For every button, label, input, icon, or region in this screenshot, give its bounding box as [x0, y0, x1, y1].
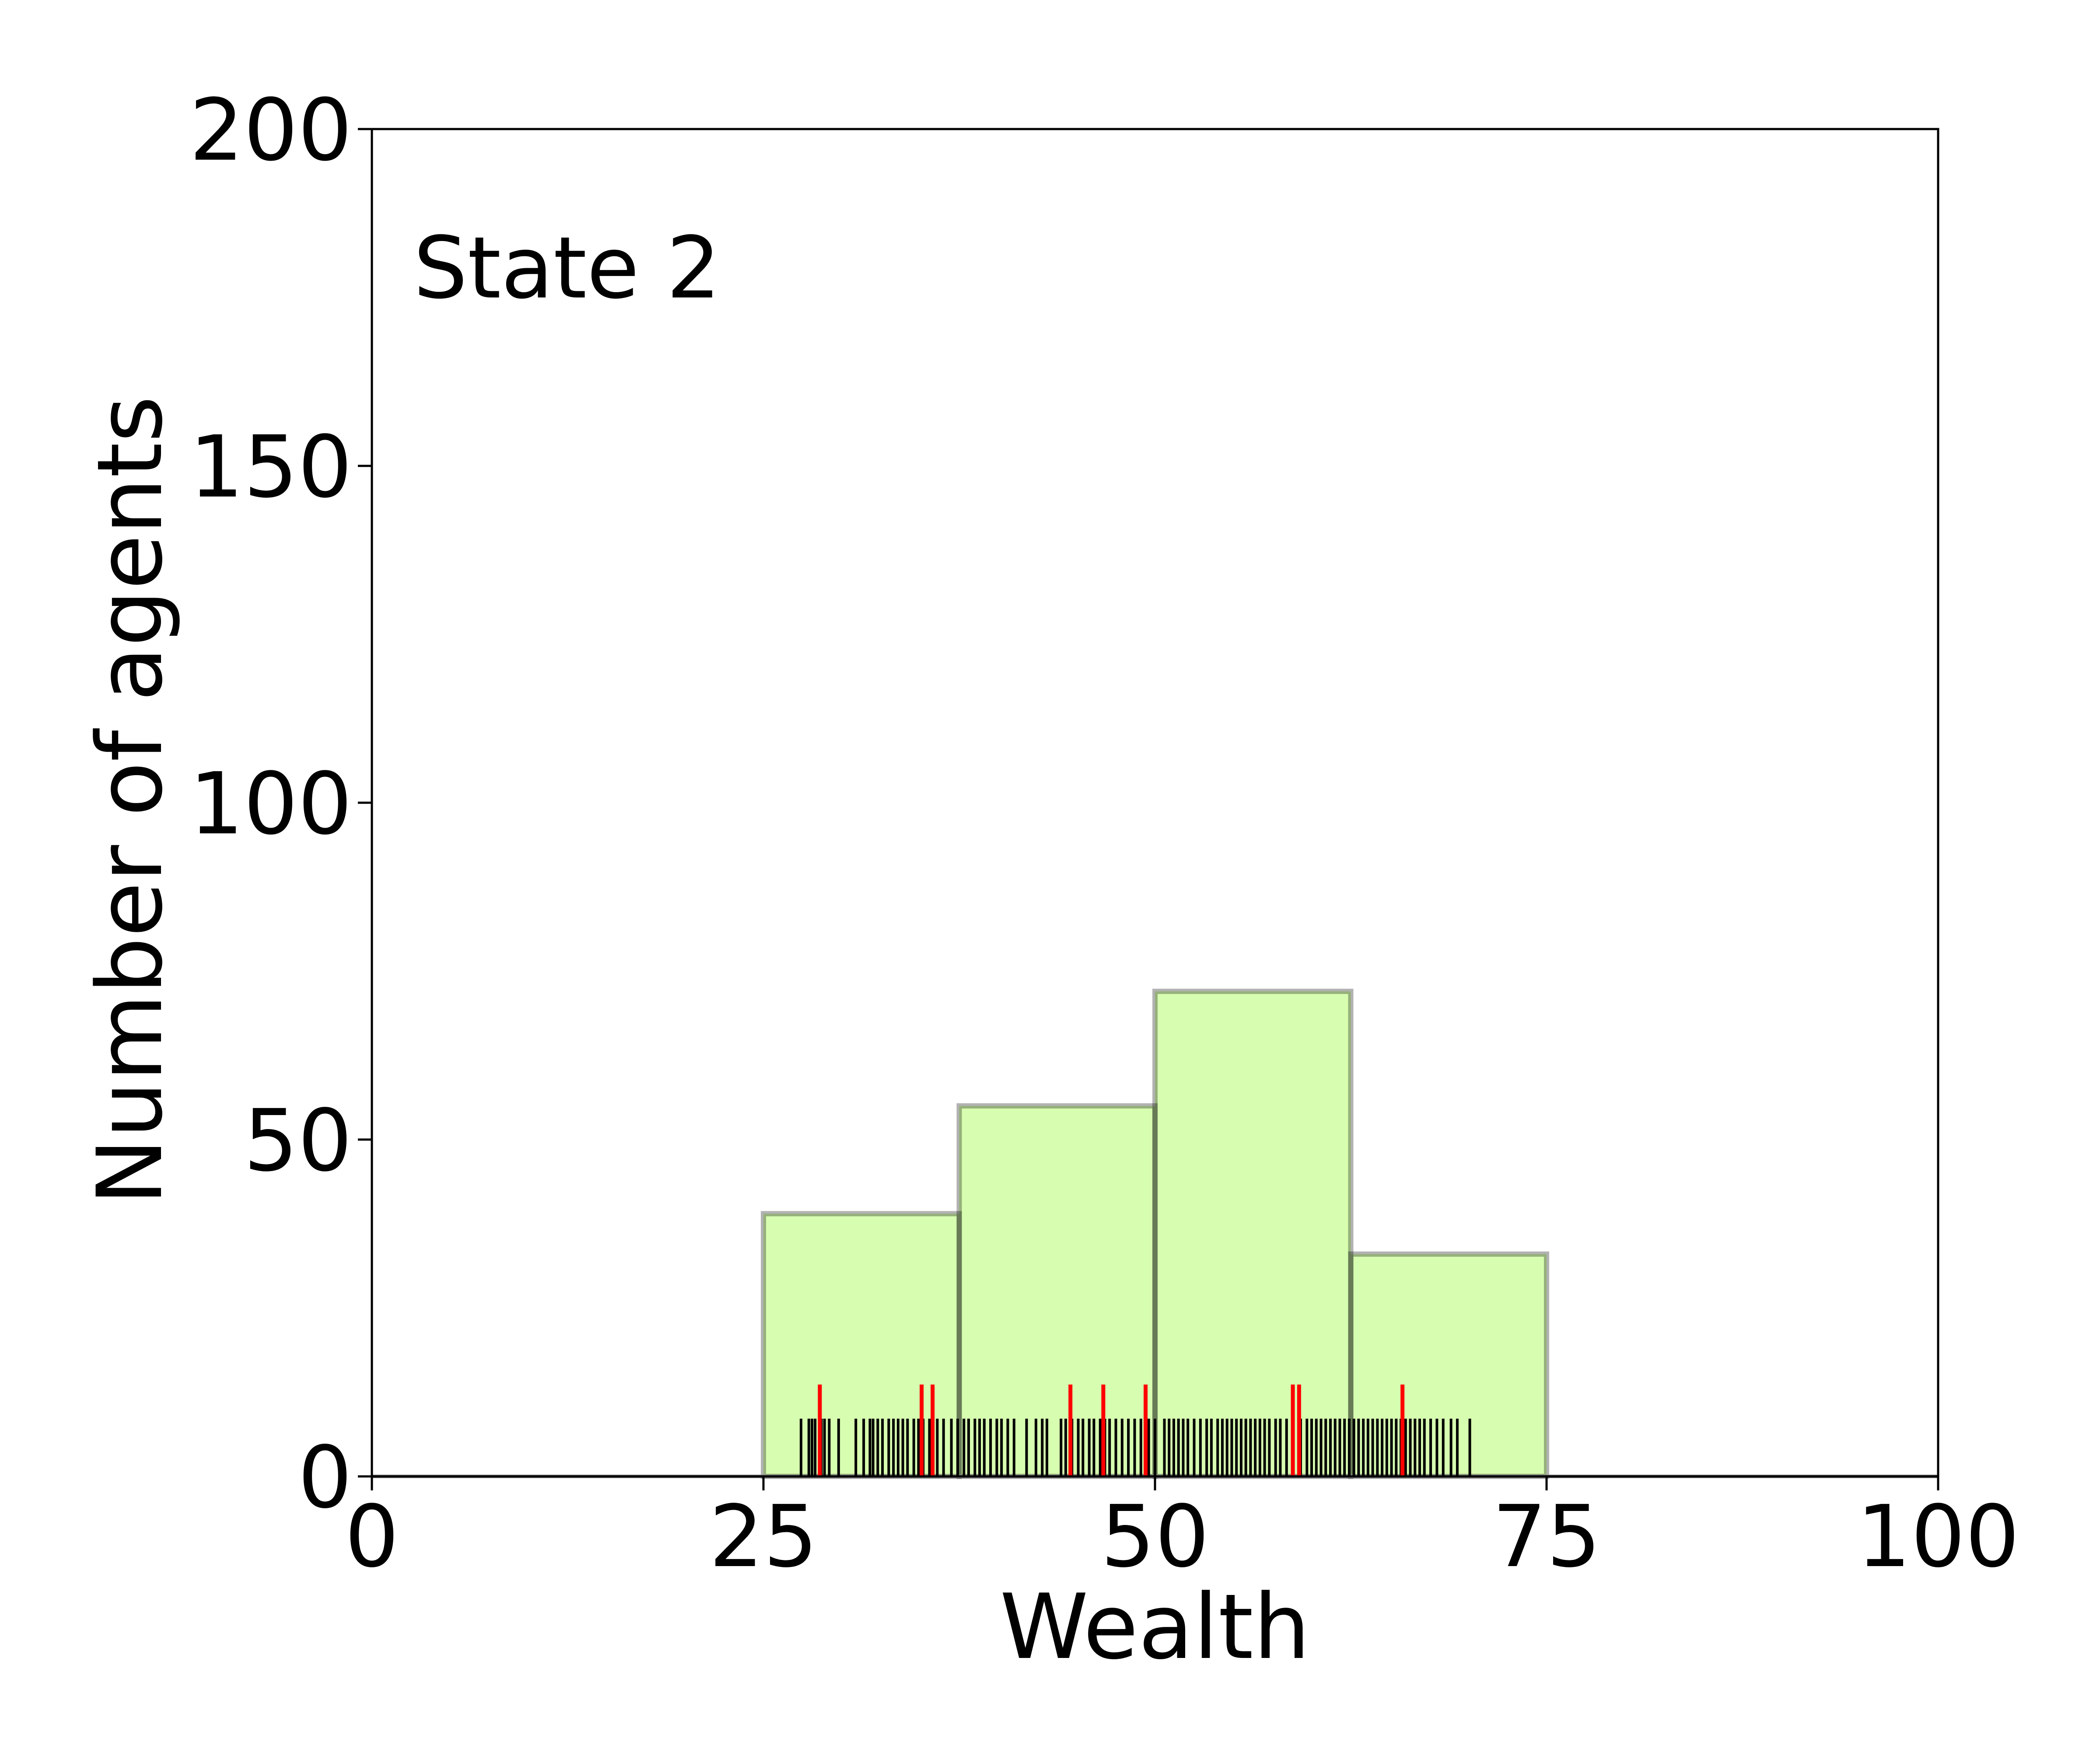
y-axis-label: Number of agents — [78, 396, 182, 1205]
x-tick-label: 100 — [1857, 1487, 2020, 1586]
x-axis-label: Wealth — [1000, 1575, 1310, 1679]
histogram-bar-fill-3 — [1155, 991, 1351, 1476]
x-tick-label: 0 — [345, 1487, 399, 1586]
x-tick-label: 75 — [1492, 1487, 1601, 1586]
axis-ticks: 0 25 50 75 100 0 50 100 150 200 — [189, 80, 2020, 1586]
histogram-bar-fill-1 — [763, 1213, 959, 1476]
x-tick-label: 50 — [1101, 1487, 1209, 1586]
histogram-bar-fill-2 — [959, 1106, 1155, 1476]
y-tick-label: 0 — [298, 1428, 352, 1527]
y-tick-label: 100 — [189, 754, 352, 853]
y-tick-label: 150 — [189, 417, 352, 517]
x-tick-label: 25 — [709, 1487, 818, 1586]
y-tick-label: 200 — [189, 80, 352, 180]
histogram-bars — [372, 989, 1938, 1479]
rug-marks — [799, 1385, 1471, 1476]
histogram-bar-fill-4 — [1351, 1254, 1547, 1476]
state-annotation: State 2 — [413, 218, 721, 318]
y-tick-label: 50 — [244, 1091, 352, 1190]
